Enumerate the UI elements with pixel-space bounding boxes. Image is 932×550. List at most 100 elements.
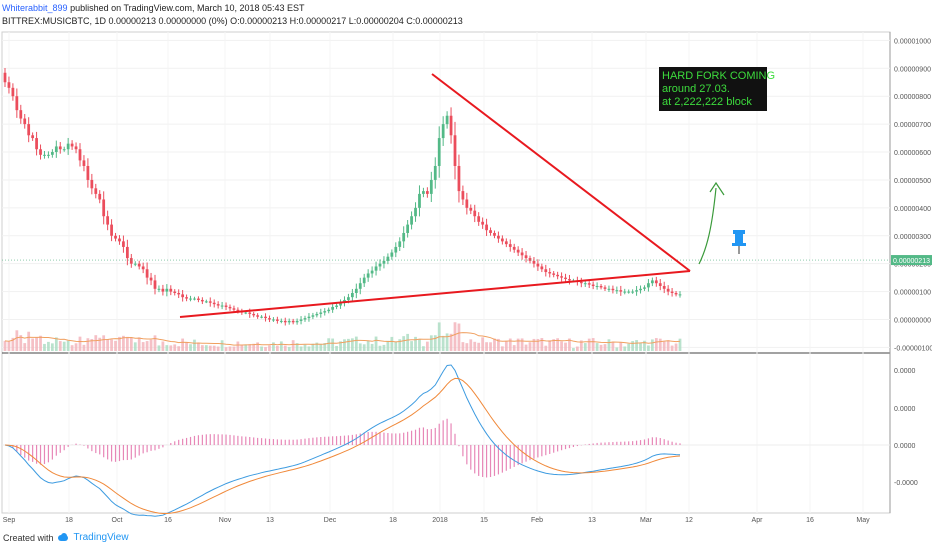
- candle: [236, 309, 240, 312]
- volume-bar: [414, 336, 417, 351]
- volume-bar: [133, 342, 137, 351]
- candle: [406, 224, 410, 233]
- macd-tick-label: 0.0000: [894, 368, 916, 375]
- candle: [157, 288, 161, 290]
- x-tick-label: 15: [480, 517, 488, 524]
- candle: [347, 297, 350, 300]
- volume-bar: [260, 346, 263, 351]
- candle: [414, 207, 417, 217]
- candle: [374, 266, 378, 271]
- volume-bar: [453, 322, 457, 351]
- volume-bar: [524, 344, 528, 351]
- candle: [670, 291, 674, 293]
- volume-bar: [552, 339, 556, 351]
- candle: [208, 301, 212, 303]
- candle: [145, 269, 149, 278]
- candle: [287, 320, 291, 323]
- candle: [181, 294, 185, 298]
- candle: [350, 292, 354, 298]
- candle: [674, 292, 678, 295]
- candle: [516, 249, 520, 253]
- candle: [31, 135, 35, 139]
- volume-bar: [86, 338, 90, 351]
- candle: [579, 281, 583, 284]
- candle: [556, 274, 560, 277]
- tradingview-brand[interactable]: TradingView: [73, 532, 129, 543]
- candle: [445, 115, 449, 125]
- volume-bar: [647, 345, 650, 351]
- macd-tick-label: 0.0000: [894, 443, 916, 450]
- volume-bar: [129, 337, 133, 351]
- x-tick-label: 16: [806, 517, 814, 524]
- candle: [62, 149, 66, 151]
- support-trendline: [179, 270, 691, 318]
- candle: [331, 306, 335, 310]
- candle: [662, 286, 666, 289]
- candle: [469, 207, 473, 211]
- volume-bar: [635, 340, 638, 351]
- candle: [595, 286, 599, 288]
- volume-bar: [252, 343, 256, 351]
- candle: [244, 312, 248, 314]
- candle: [161, 288, 165, 292]
- candle: [583, 283, 587, 285]
- volume-bar: [161, 341, 165, 351]
- candle: [58, 146, 62, 150]
- x-tick-label: Sep: [3, 517, 16, 524]
- volume-bar: [666, 340, 670, 351]
- volume-bar: [224, 347, 228, 351]
- candle: [189, 298, 192, 300]
- author-link[interactable]: Whiterabbit_899: [2, 3, 68, 13]
- volume-bar: [508, 338, 512, 351]
- price-chart[interactable]: 0.00001000 0.00000900 0.00000800 0.00000700…: [0, 28, 932, 531]
- candle: [7, 82, 11, 88]
- volume-bar: [157, 345, 161, 351]
- volume-bar: [662, 341, 666, 351]
- candle: [654, 280, 658, 284]
- candle: [520, 252, 524, 256]
- candle: [354, 288, 358, 293]
- candle: [410, 216, 413, 225]
- volume-bar: [366, 340, 370, 351]
- volume-bar: [327, 338, 331, 351]
- volume-bar: [216, 346, 220, 351]
- candle: [591, 284, 595, 287]
- candle: [390, 252, 394, 257]
- forecast-arrow: [698, 187, 717, 265]
- candle: [441, 124, 445, 139]
- volume-bar: [137, 337, 141, 351]
- candle: [260, 316, 263, 318]
- candle: [149, 277, 153, 281]
- volume-bar: [118, 336, 121, 351]
- volume-bar: [78, 336, 82, 351]
- resistance-trendline: [431, 73, 691, 272]
- volume-bar: [575, 346, 579, 351]
- candle: [650, 280, 654, 284]
- candle: [508, 244, 512, 247]
- candle: [327, 309, 331, 312]
- candle: [275, 319, 279, 321]
- candle: [283, 320, 287, 323]
- volume-bar: [607, 339, 611, 351]
- candle: [54, 146, 58, 153]
- forecast-arrow-head: [709, 181, 725, 196]
- candle: [540, 266, 544, 270]
- volume-bar: [7, 341, 11, 351]
- candle: [169, 288, 173, 292]
- volume-bar: [200, 345, 204, 351]
- candle: [264, 316, 267, 319]
- last-price-tag: [891, 255, 932, 266]
- candle: [268, 318, 271, 320]
- y-tick-label: 0.00000600: [894, 150, 931, 157]
- volume-bar: [256, 342, 260, 351]
- candle: [153, 280, 157, 289]
- volume-bar: [564, 342, 567, 351]
- y-tick-label: 0.00000000: [894, 318, 931, 325]
- macd-tick-label: -0.0000: [894, 480, 918, 487]
- candle: [141, 266, 145, 270]
- volume-bar: [583, 343, 587, 351]
- volume-bar: [31, 338, 35, 351]
- macd-tick-label: 0.0000: [894, 406, 916, 413]
- x-tick-label: May: [856, 517, 870, 524]
- candle: [489, 230, 492, 233]
